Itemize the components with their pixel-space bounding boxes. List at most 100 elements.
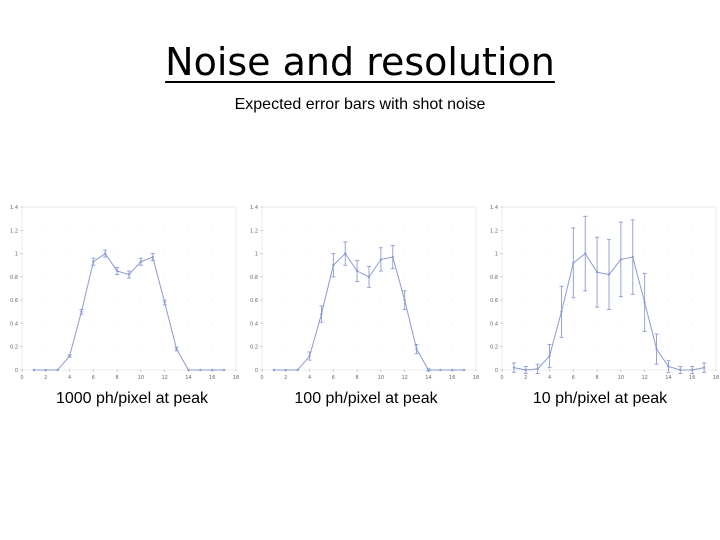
x-tick-label: 18 bbox=[233, 375, 239, 381]
grid-dot bbox=[620, 299, 622, 301]
grid-dot bbox=[45, 299, 47, 301]
grid-dot bbox=[140, 276, 142, 278]
data-point bbox=[139, 260, 143, 263]
grid-dot bbox=[404, 322, 406, 324]
grid-dot bbox=[69, 206, 71, 208]
grid-dot bbox=[309, 253, 311, 255]
grid-dot bbox=[187, 322, 189, 324]
grid-dot bbox=[691, 299, 693, 301]
x-tick-label: 16 bbox=[449, 375, 455, 381]
grid-dot bbox=[549, 276, 551, 278]
chart-panel-2: 0 0.2 0.4 0.6 0.8 1 1.2 1.4 0 2 4 6 8 10 12 14 16 18 bbox=[240, 195, 480, 385]
x-tick-label: 2 bbox=[524, 375, 527, 381]
grid-dot bbox=[116, 322, 118, 324]
data-point bbox=[560, 310, 563, 313]
grid-dot bbox=[549, 253, 551, 255]
data-point bbox=[199, 368, 202, 372]
grid-dot bbox=[69, 229, 71, 231]
data-point bbox=[643, 301, 646, 304]
chart-panel-1: 0 0.2 0.4 0.6 0.8 1 1.2 1.4 0 2 4 6 8 10 12 14 16 18 bbox=[0, 195, 240, 385]
y-tick-label: 0 bbox=[255, 368, 258, 374]
x-tick-label: 14 bbox=[425, 375, 431, 381]
grid-dot bbox=[451, 346, 453, 348]
grid-dot bbox=[667, 206, 669, 208]
grid-dot bbox=[211, 299, 213, 301]
grid-dot bbox=[427, 322, 429, 324]
x-tick-label: 8 bbox=[116, 375, 119, 381]
grid-dot bbox=[427, 276, 429, 278]
data-point bbox=[548, 354, 551, 358]
grid-dot bbox=[620, 322, 622, 324]
grid-dot bbox=[691, 276, 693, 278]
x-tick-label: 6 bbox=[332, 375, 335, 381]
grid-dot bbox=[644, 346, 646, 348]
grid-dot bbox=[525, 299, 527, 301]
data-point bbox=[702, 366, 706, 369]
data-point bbox=[284, 368, 287, 372]
grid-dot bbox=[525, 322, 527, 324]
grid-dot bbox=[356, 322, 358, 324]
data-point bbox=[462, 368, 466, 372]
data-point bbox=[595, 271, 599, 274]
grid-dot bbox=[116, 299, 118, 301]
grid-dot bbox=[164, 206, 166, 208]
grid-dot bbox=[404, 206, 406, 208]
y-tick-label: 0.4 bbox=[250, 321, 258, 327]
data-point bbox=[320, 312, 323, 316]
x-tick-label: 6 bbox=[92, 375, 95, 381]
x-tick-label: 18 bbox=[473, 375, 479, 381]
data-point bbox=[44, 368, 47, 372]
grid-dot bbox=[187, 229, 189, 231]
grid-dot bbox=[427, 299, 429, 301]
data-point bbox=[607, 273, 611, 276]
grid-dot bbox=[116, 253, 118, 255]
data-point bbox=[344, 252, 347, 255]
grid-dot bbox=[164, 276, 166, 278]
y-tick-label: 1.4 bbox=[490, 205, 498, 211]
y-tick-label: 1.2 bbox=[250, 228, 258, 234]
grid-dot bbox=[187, 206, 189, 208]
grid-dot bbox=[309, 322, 311, 324]
slide-title-text: Noise and resolution bbox=[165, 40, 555, 84]
y-tick-label: 0.6 bbox=[250, 298, 258, 304]
data-point bbox=[308, 354, 311, 358]
grid-dot bbox=[380, 276, 382, 278]
y-tick-label: 0.8 bbox=[10, 275, 18, 281]
data-point bbox=[679, 368, 682, 372]
grid-dot bbox=[309, 206, 311, 208]
data-point bbox=[80, 310, 83, 313]
grid-dot bbox=[525, 229, 527, 231]
grid-dot bbox=[45, 346, 47, 348]
x-tick-label: 4 bbox=[308, 375, 311, 381]
grid-dot bbox=[211, 346, 213, 348]
y-tick-label: 1.4 bbox=[250, 205, 258, 211]
grid-dot bbox=[116, 276, 118, 278]
grid-dot bbox=[92, 229, 94, 231]
grid-dot bbox=[620, 346, 622, 348]
grid-dot bbox=[285, 229, 287, 231]
plot-frame bbox=[21, 206, 237, 371]
grid-dot bbox=[427, 346, 429, 348]
data-point bbox=[92, 260, 95, 263]
grid-dot bbox=[45, 253, 47, 255]
grid-dot bbox=[549, 206, 551, 208]
grid-dot bbox=[356, 229, 358, 231]
x-tick-label: 2 bbox=[44, 375, 47, 381]
grid-dot bbox=[164, 322, 166, 324]
grid-dot bbox=[69, 346, 71, 348]
grid-dot bbox=[451, 276, 453, 278]
grid-dot bbox=[116, 346, 118, 348]
grid-dot bbox=[285, 346, 287, 348]
grid-dot bbox=[404, 276, 406, 278]
data-point bbox=[572, 261, 575, 265]
y-tick-label: 0.8 bbox=[250, 275, 258, 281]
x-tick-label: 16 bbox=[689, 375, 695, 381]
grid-dot bbox=[116, 229, 118, 231]
data-point bbox=[104, 252, 107, 255]
grid-dot bbox=[667, 276, 669, 278]
data-point bbox=[151, 255, 154, 259]
grid-dot bbox=[380, 299, 382, 301]
grid-dot bbox=[549, 322, 551, 324]
grid-dot bbox=[644, 253, 646, 255]
data-point bbox=[187, 368, 190, 372]
